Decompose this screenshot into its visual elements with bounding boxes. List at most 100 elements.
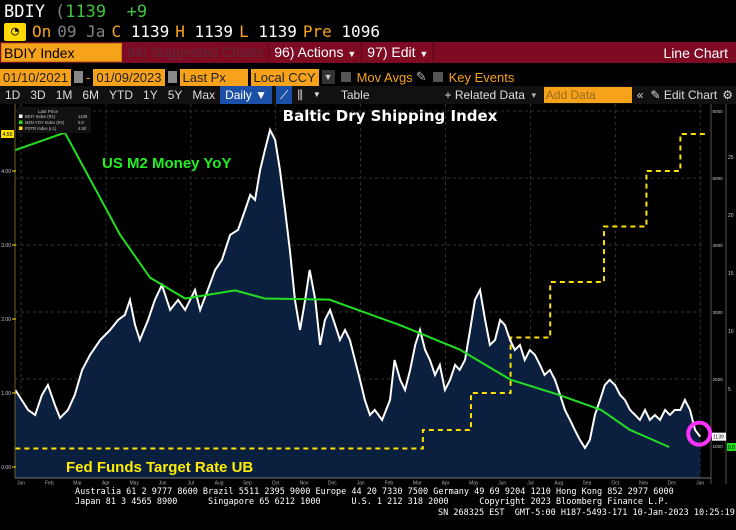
- end-date-input[interactable]: 01/09/2023: [93, 68, 165, 86]
- legend-value: 4.50: [78, 126, 87, 131]
- x-tick-label: Jul: [188, 481, 194, 487]
- period-1y[interactable]: 1Y: [143, 88, 158, 102]
- m2-annotation: US M2 Money YoY: [102, 155, 231, 172]
- period-max[interactable]: Max: [192, 88, 216, 102]
- clock-icon[interactable]: ◔: [4, 22, 26, 41]
- footer-line-2: Japan 81 3 4565 8900 Singapore 65 6212 1…: [75, 497, 669, 507]
- x-tick-label: Aug: [554, 481, 563, 487]
- l1-tick-label: 2.00: [1, 317, 11, 323]
- footer-line-3: SN 268325 EST GMT-5:00 H187-5493-171 10-…: [438, 508, 735, 518]
- x-tick-label: Jan: [696, 481, 704, 487]
- x-tick-label: Oct: [272, 481, 280, 487]
- x-tick-label: Sep: [243, 481, 252, 487]
- l1-tick-label: 0.00: [1, 465, 11, 471]
- x-tick-label: Apr: [102, 481, 110, 487]
- r1-tick-label: 2000: [713, 377, 724, 382]
- r1-tick-label: 6000: [713, 109, 724, 114]
- x-tick-label: Dec: [328, 481, 337, 487]
- mov-avgs-checkbox[interactable]: [340, 72, 351, 82]
- ticker: BDIY: [4, 2, 45, 22]
- low-label: L: [239, 22, 249, 41]
- period-5y[interactable]: 5Y: [167, 88, 183, 102]
- legend-value: 0.0: [78, 120, 84, 125]
- x-tick-label: Sep: [583, 481, 592, 487]
- l1-tick-label: 1.00: [1, 391, 11, 397]
- chart-title: Baltic Dry Shipping Index: [283, 107, 498, 125]
- l1-last-label: 4.50: [3, 132, 13, 138]
- r2-last-badge: [727, 443, 736, 451]
- start-date-input[interactable]: 01/10/2021: [0, 68, 72, 86]
- add-data-input[interactable]: Add Data: [543, 87, 632, 103]
- actions-menu[interactable]: 96) Actions ▼: [269, 42, 363, 63]
- key-events-checkbox[interactable]: [432, 72, 443, 82]
- x-tick-label: Jan: [17, 481, 25, 487]
- period-3d[interactable]: 3D: [30, 88, 46, 102]
- legend-box: [17, 107, 91, 133]
- chevron-down-icon[interactable]: ▼: [529, 90, 538, 100]
- r1-tick-label: 3000: [713, 310, 724, 315]
- edit-chart-button[interactable]: ✎ Edit Chart: [650, 88, 718, 102]
- r2-last-label: 0.0: [728, 445, 735, 451]
- r1-tick-label: 1000: [713, 444, 724, 449]
- bar-chart-icon[interactable]: ⫼: [297, 88, 303, 102]
- r2-tick-label: 5: [728, 387, 731, 393]
- table-button[interactable]: Table: [340, 88, 370, 102]
- last-price: 1139: [65, 2, 107, 22]
- prev-value: 1096: [341, 22, 380, 41]
- change: +9: [126, 2, 148, 22]
- related-data-button[interactable]: + Related Data: [444, 88, 525, 102]
- r2-tick-label: 15: [728, 271, 734, 277]
- edit-chart-label: Edit Chart: [663, 88, 718, 102]
- security-input[interactable]: BDIY Index: [1, 43, 122, 62]
- x-tick-label: Nov: [300, 481, 309, 487]
- r2-tick-label: 25: [728, 155, 734, 161]
- edit-menu[interactable]: 97) Edit ▼: [362, 42, 435, 63]
- on-label: On: [32, 22, 52, 41]
- r1-last-badge: [712, 432, 726, 441]
- suggested-charts-button[interactable]: 94) Suggested Charts: [122, 42, 270, 63]
- legend-swatch: [19, 114, 23, 118]
- m2-line: [15, 131, 670, 448]
- legend-entry: FDTR Index (L1): [25, 126, 57, 131]
- high-value: 1139: [194, 22, 234, 41]
- collapse-icon[interactable]: «: [636, 88, 644, 102]
- fdtr-annotation: Fed Funds Target Rate UB: [66, 459, 253, 476]
- pencil-icon[interactable]: ✎: [415, 69, 427, 84]
- period-1d[interactable]: 1D: [5, 88, 21, 102]
- mov-avgs-label: Mov Avgs: [356, 69, 413, 85]
- x-tick-label: Mar: [413, 481, 422, 487]
- r1-tick-label: 5000: [713, 176, 724, 181]
- field-select[interactable]: Last Px: [179, 68, 248, 86]
- legend-header: Last Price: [38, 109, 59, 114]
- paren: (: [54, 2, 66, 22]
- chevron-down-icon[interactable]: ▼: [321, 70, 335, 84]
- r1-last-label: 1139: [713, 435, 724, 441]
- x-tick-label: Aug: [215, 481, 224, 487]
- chart[interactable]: 0.00 1.00 2.00 3.00 4.00 4.50 1000 2000 3000 4000…: [0, 104, 736, 486]
- x-tick-label: Apr: [442, 481, 450, 487]
- x-tick-label: Oct: [611, 481, 619, 487]
- x-tick-label: May: [469, 481, 479, 487]
- bdiy-line: [14, 127, 701, 450]
- legend-swatch: [19, 126, 23, 130]
- currency-select[interactable]: Local CCY: [250, 68, 319, 86]
- calendar-icon[interactable]: [74, 71, 84, 83]
- highlight-circle: [686, 420, 713, 447]
- gear-icon[interactable]: ⚙: [722, 88, 733, 102]
- prev-label: Pre: [302, 22, 332, 41]
- x-tick-label: Jan: [357, 481, 365, 487]
- chart-type-label: Line Chart: [663, 44, 728, 61]
- l1-tick-label: 4.00: [1, 169, 11, 175]
- line-chart-icon[interactable]: ⟋: [275, 86, 293, 104]
- x-tick-label: Jul: [527, 481, 533, 487]
- footer-line-1: Australia 61 2 9777 8600 Brazil 5511 239…: [75, 487, 674, 497]
- period-6m[interactable]: 6M: [82, 88, 100, 102]
- period-ytd[interactable]: YTD: [109, 88, 134, 102]
- x-tick-label: Feb: [385, 481, 394, 487]
- command-bar: BDIY Index 94) Suggested Charts 96) Acti…: [0, 42, 736, 63]
- r2-tick-label: 20: [728, 213, 734, 219]
- calendar-icon[interactable]: [167, 71, 177, 83]
- period-1m[interactable]: 1M: [55, 88, 73, 102]
- frequency-select[interactable]: Daily ▼: [220, 86, 272, 104]
- chevron-down-icon[interactable]: ▼: [312, 90, 321, 99]
